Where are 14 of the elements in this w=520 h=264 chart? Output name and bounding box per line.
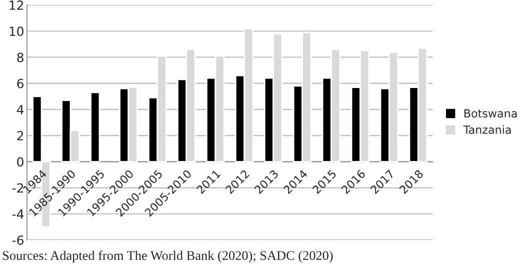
legend-label: Botswana	[464, 109, 517, 118]
y-tick-label: -2	[12, 183, 24, 193]
y-tick-label: 10	[10, 26, 24, 36]
y-tick-label: -4	[12, 210, 24, 219]
bar	[90, 92, 100, 162]
source-note: Sources: Adapted from The World Bank (2020); SADC (2020)	[2, 250, 333, 263]
y-tick-label: 4	[16, 105, 24, 114]
y-tick-label: 8	[17, 52, 24, 62]
y-tick-label: 6	[17, 78, 24, 88]
y-tick-label: 12	[10, 0, 24, 10]
y-tick-label: 2	[17, 131, 24, 140]
y-tick-label: 0	[17, 157, 24, 167]
legend-label: Tanzania	[463, 125, 511, 134]
y-tick-label: -6	[12, 235, 24, 245]
